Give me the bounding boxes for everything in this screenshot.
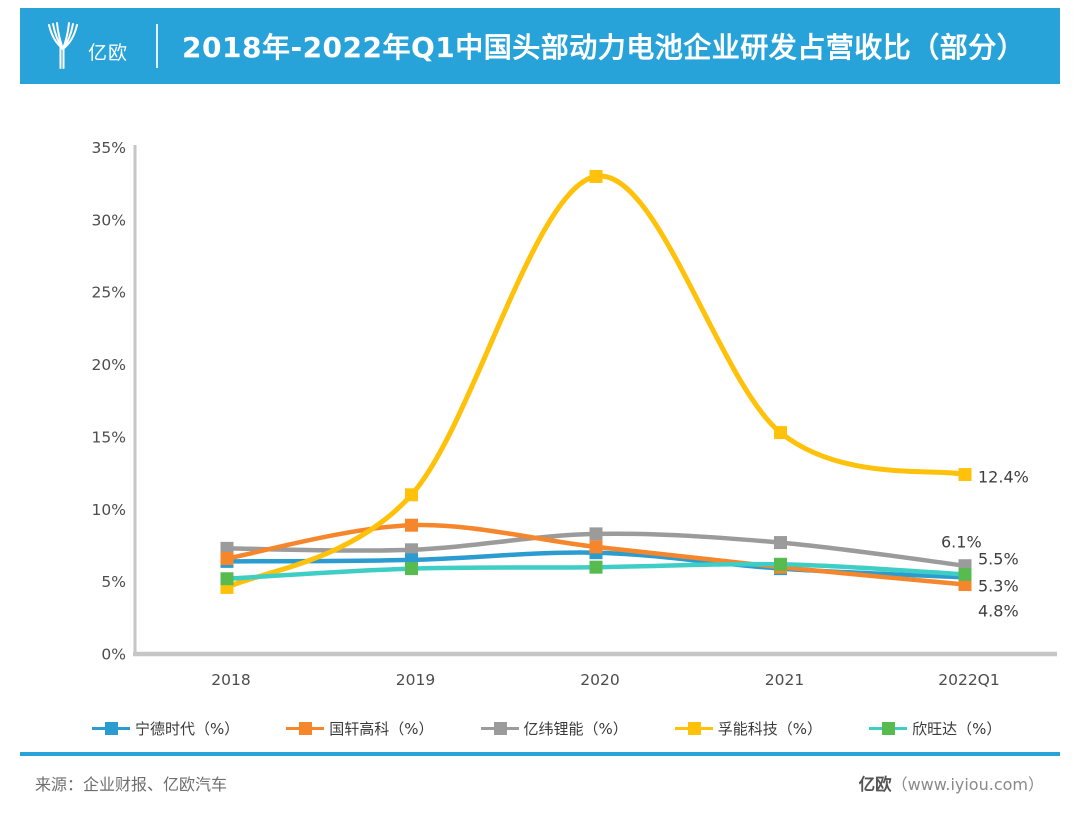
series-line-farasis bbox=[224, 173, 968, 590]
legend-marker-eve bbox=[480, 721, 519, 735]
legend-label-gotion: 国轩高科（%） bbox=[329, 719, 434, 738]
header-separator bbox=[156, 24, 159, 68]
series-marker-sunwoda-2022Q1 bbox=[958, 567, 972, 581]
y-tick-label: 20% bbox=[92, 356, 126, 374]
y-tick-label: 10% bbox=[92, 501, 126, 519]
legend-label-sunwoda: 欣旺达（%） bbox=[912, 719, 1002, 738]
series-marker-sunwoda-2019 bbox=[405, 562, 418, 576]
legend-item-eve: 亿纬锂能（%） bbox=[480, 718, 628, 739]
series-marker-farasis-2022Q1 bbox=[958, 468, 972, 482]
legend-item-sunwoda: 欣旺达（%） bbox=[869, 718, 1001, 739]
end-label-gotion: 4.8% bbox=[978, 602, 1019, 621]
series-marker-sunwoda-2021 bbox=[774, 557, 787, 571]
series-marker-sunwoda-2020 bbox=[589, 560, 603, 574]
x-tick-label: 2018 bbox=[211, 671, 250, 689]
y-tick-label: 15% bbox=[92, 428, 126, 446]
end-label-eve: 6.1% bbox=[941, 533, 982, 552]
brand-footer-name: 亿欧 bbox=[858, 775, 892, 794]
legend-marker-sunwoda bbox=[869, 721, 908, 735]
x-tick-label: 2020 bbox=[580, 671, 619, 689]
legend-label-catl: 宁德时代（%） bbox=[135, 719, 240, 738]
end-label-sunwoda: 5.5% bbox=[978, 549, 1019, 568]
legend-label-eve: 亿纬锂能（%） bbox=[523, 719, 628, 738]
series-marker-eve-2018 bbox=[220, 541, 234, 555]
series-marker-farasis-2021 bbox=[774, 426, 787, 440]
legend-marker-catl bbox=[92, 721, 130, 735]
legend-item-gotion: 国轩高科（%） bbox=[286, 718, 434, 739]
end-label-catl: 5.3% bbox=[978, 576, 1019, 595]
series-marker-gotion-2020 bbox=[589, 540, 603, 554]
end-label-farasis: 12.4% bbox=[978, 468, 1029, 487]
source-note: 来源：企业财报、亿欧汽车 bbox=[35, 775, 228, 794]
legend-marker-gotion bbox=[286, 721, 325, 735]
series-marker-gotion-2019 bbox=[405, 518, 418, 532]
series-marker-eve-2021 bbox=[774, 536, 787, 550]
series-marker-eve-2019 bbox=[405, 543, 418, 557]
brand-footer: 亿欧（www.iyiou.com） bbox=[859, 771, 1044, 795]
brand-logo-text: 亿欧 bbox=[88, 41, 129, 64]
x-tick-label: 2021 bbox=[765, 671, 804, 689]
x-tick-label: 2022Q1 bbox=[938, 671, 1000, 689]
header-banner: 亿欧 2018年-2022年Q1中国头部动力电池企业研发占营收比（部分） bbox=[20, 8, 1060, 84]
legend-marker-farasis bbox=[674, 721, 713, 735]
y-tick-label: 35% bbox=[92, 139, 126, 157]
y-tick-label: 0% bbox=[101, 646, 126, 664]
legend-item-farasis: 孚能科技（%） bbox=[674, 718, 823, 739]
series-marker-gotion-2022Q1 bbox=[958, 578, 972, 592]
y-tick-label: 25% bbox=[92, 284, 126, 302]
brand-footer-site: （www.iyiou.com） bbox=[891, 775, 1044, 794]
series-marker-gotion-2018 bbox=[220, 551, 234, 565]
line-chart: 0% 5% 10% 15% 20% 25% 30% 35% 2018 2019 2020 2021 20… bbox=[92, 139, 1057, 689]
series-marker-farasis-2019 bbox=[405, 488, 418, 502]
legend-label-farasis: 孚能科技（%） bbox=[717, 719, 823, 738]
page-title: 2018年-2022年Q1中国头部动力电池企业研发占营收比（部分） bbox=[182, 31, 1026, 64]
legend-item-catl: 宁德时代（%） bbox=[92, 718, 239, 739]
series-marker-eve-2020 bbox=[589, 527, 603, 541]
brand-logo: 亿欧 bbox=[44, 21, 128, 71]
chart-legend: 宁德时代（%） 国轩高科（%） 亿纬锂能（%） 孚能科技（%） 欣旺达（%） bbox=[92, 714, 1001, 742]
y-tick-label: 30% bbox=[92, 211, 126, 229]
series-marker-farasis-2020 bbox=[589, 169, 603, 183]
footer-divider bbox=[20, 752, 1060, 756]
sprout-logo-icon bbox=[48, 22, 78, 69]
series-marker-sunwoda-2018 bbox=[220, 572, 234, 586]
y-tick-label: 5% bbox=[101, 573, 126, 591]
x-tick-label: 2019 bbox=[396, 671, 435, 689]
